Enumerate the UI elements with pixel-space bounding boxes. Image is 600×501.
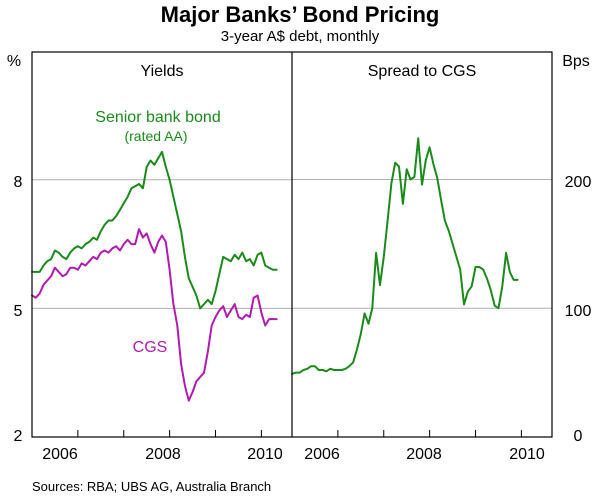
left-axis-unit: % [7, 53, 21, 70]
chart-title: Major Banks’ Bond Pricing [160, 2, 440, 27]
right-y-tick-200: 200 [565, 174, 592, 191]
source-note: Sources: RBA; UBS AG, Australia Branch [32, 479, 272, 494]
x-ticks [31, 430, 522, 437]
chart-subtitle: 3-year A$ debt, monthly [220, 28, 380, 45]
right-axis-unit: Bps [562, 53, 590, 70]
senior-bond-label-line2: (rated AA) [124, 128, 187, 144]
right-y-tick-100: 100 [565, 303, 592, 320]
gridlines [32, 178, 552, 309]
spread-series-spread-to-cgs [291, 137, 519, 375]
series-layer [31, 137, 519, 402]
yields-series-cgs [31, 228, 278, 402]
left-y-tick-5: 5 [14, 303, 23, 320]
right-panel-title: Spread to CGS [368, 63, 477, 80]
left-x-tick-2006: 2006 [42, 446, 78, 463]
left-x-tick-2010: 2010 [247, 446, 283, 463]
cgs-label: CGS [133, 339, 168, 356]
right-y-tick-0: 0 [574, 428, 583, 445]
right-x-tick-2010: 2010 [509, 446, 545, 463]
right-x-tick-2008: 2008 [406, 446, 442, 463]
right-x-tick-2006: 2006 [304, 446, 340, 463]
senior-bond-label-line1: Senior bank bond [95, 109, 220, 126]
yields-series-senior-bank-bond-rated-aa [31, 150, 278, 310]
left-y-tick-8: 8 [14, 174, 23, 191]
left-y-tick-2: 2 [14, 428, 23, 445]
left-x-tick-2008: 2008 [145, 446, 181, 463]
left-panel-title: Yields [141, 63, 184, 80]
